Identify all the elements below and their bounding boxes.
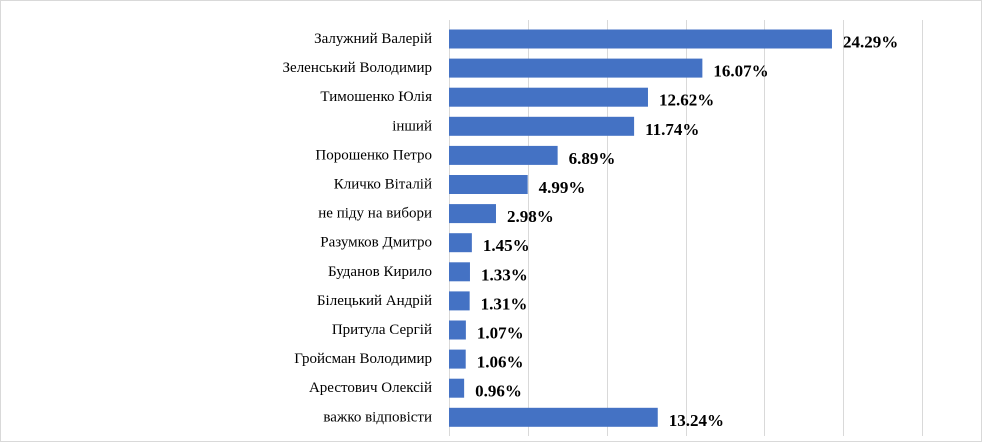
data-label: 1.31% [481, 294, 528, 313]
bars [449, 29, 832, 427]
bar [449, 233, 472, 253]
data-label: 4.99% [539, 178, 586, 197]
data-label: 2.98% [507, 207, 554, 226]
category-label: Тимошенко Юлія [320, 89, 432, 105]
bar [449, 291, 470, 311]
data-label: 1.06% [477, 353, 524, 372]
bar [449, 407, 658, 427]
bar [449, 29, 832, 49]
category-labels: Залужний Валерій Зеленський Володимир Тимо… [283, 31, 433, 425]
bar [449, 262, 470, 282]
data-label: 1.45% [483, 236, 530, 255]
data-label: 13.24% [669, 411, 724, 430]
bar [449, 204, 496, 224]
category-label: Порошенко Петро [315, 147, 432, 163]
category-label: важко відповісти [323, 409, 432, 425]
data-label: 11.74% [645, 120, 699, 139]
category-label: не піду на вибори [318, 206, 432, 222]
bar [449, 175, 528, 194]
bar [449, 378, 465, 398]
data-label: 0.96% [475, 382, 522, 401]
category-label: Буданов Кирило [328, 264, 432, 280]
category-label: інший [392, 118, 432, 134]
data-labels: 24.29% 16.07% 12.62% 11.74% 6.89% 4.99% 2.98% 1… [475, 33, 898, 430]
data-label: 6.89% [569, 149, 616, 168]
bar [449, 58, 703, 78]
data-label: 16.07% [713, 62, 768, 81]
category-label: Арестович Олексій [309, 380, 432, 396]
category-label: Притула Сергій [332, 322, 432, 338]
category-label: Білецький Андрій [317, 293, 432, 309]
category-label: Зеленський Володимир [283, 60, 432, 76]
data-label: 12.62% [659, 91, 714, 110]
bar [449, 349, 466, 369]
gridlines [449, 20, 923, 436]
category-label: Кличко Віталій [334, 177, 432, 193]
bar [449, 145, 558, 165]
bar [449, 116, 635, 136]
bar [449, 320, 466, 340]
category-label: Разумков Дмитро [320, 235, 432, 251]
category-label: Залужний Валерій [314, 31, 432, 47]
data-label: 24.29% [843, 33, 898, 52]
bar [449, 87, 648, 107]
category-label: Гройсман Володимир [294, 351, 432, 367]
data-label: 1.07% [477, 324, 524, 343]
data-label: 1.33% [481, 265, 528, 284]
